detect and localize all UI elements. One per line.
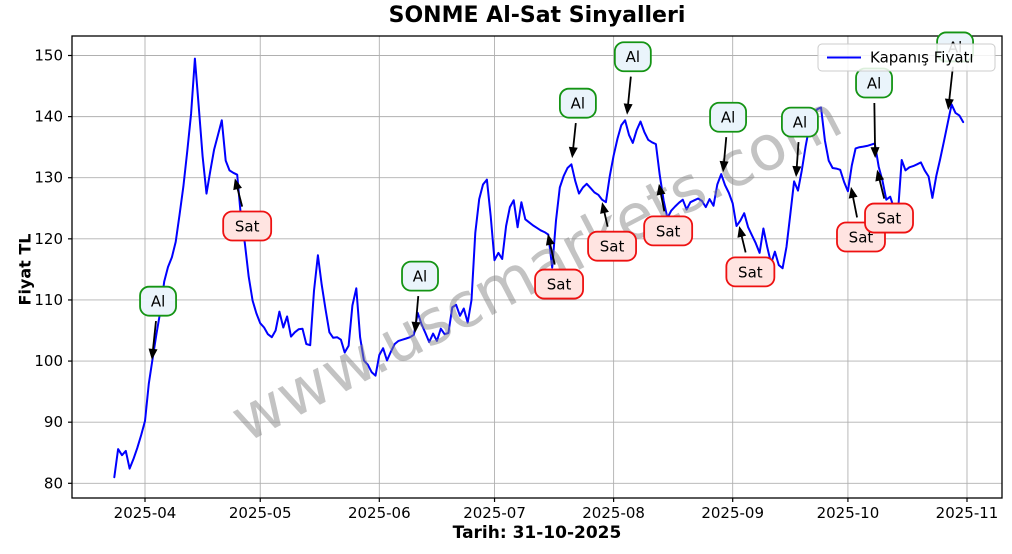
signal-arrow bbox=[572, 122, 577, 151]
y-tick-label: 110 bbox=[34, 291, 63, 309]
signal-arrow bbox=[722, 137, 728, 165]
x-tick-label: 2025-04 bbox=[114, 504, 177, 522]
x-tick-label: 2025-08 bbox=[582, 504, 645, 522]
signal-arrowhead bbox=[411, 321, 421, 333]
buy-signal-box bbox=[709, 101, 747, 133]
signal-arrow bbox=[948, 66, 954, 103]
sell-signal-box bbox=[643, 215, 694, 247]
x-tick-label: 2025-07 bbox=[463, 504, 526, 522]
x-axis-label: Tarih: 31-10-2025 bbox=[452, 523, 622, 543]
legend-box bbox=[817, 43, 996, 72]
buy-marker: Al bbox=[709, 101, 747, 173]
y-tick-label: 150 bbox=[34, 47, 63, 65]
sell-signal-label: Sat bbox=[547, 276, 572, 294]
signal-arrowhead bbox=[848, 186, 858, 199]
signal-arrowhead bbox=[545, 233, 555, 246]
x-tick-label: 2025-10 bbox=[817, 504, 880, 522]
buy-signal-label: Al bbox=[867, 75, 881, 93]
y-tick-label: 90 bbox=[44, 413, 63, 431]
y-tick-label: 100 bbox=[34, 352, 63, 370]
buy-signal-box bbox=[401, 260, 439, 292]
signal-arrow bbox=[548, 241, 556, 265]
buy-signal-box bbox=[558, 87, 597, 119]
signal-arrowhead bbox=[719, 160, 729, 173]
signal-arrow bbox=[626, 76, 632, 107]
y-tick-label: 130 bbox=[34, 169, 63, 187]
y-tick-label: 140 bbox=[34, 108, 63, 126]
signal-arrowhead bbox=[944, 98, 954, 110]
buy-signal-label: Al bbox=[721, 109, 735, 127]
signal-arrow bbox=[414, 295, 420, 326]
signal-arrow bbox=[851, 194, 858, 218]
signal-arrowhead bbox=[600, 202, 609, 214]
signal-arrow bbox=[740, 233, 747, 253]
x-tick-label: 2025-06 bbox=[348, 504, 411, 522]
chart-overlay: AlAlAlAlAlAlAlAlSatSatSatSatSatSatSatKap… bbox=[139, 31, 996, 360]
signal-arrow bbox=[878, 177, 886, 199]
signal-arrowhead bbox=[875, 169, 885, 182]
buy-marker: Al bbox=[401, 260, 439, 333]
buy-signal-label: Al bbox=[413, 268, 427, 286]
sell-signal-label: Sat bbox=[600, 238, 625, 256]
sell-signal-box bbox=[725, 256, 776, 288]
x-tick-label: 2025-05 bbox=[229, 504, 292, 522]
signal-arrowhead bbox=[568, 146, 578, 159]
sell-marker: Sat bbox=[725, 226, 776, 288]
signal-arrow bbox=[659, 191, 666, 212]
chart-title: SONME Al-Sat Sinyalleri bbox=[388, 3, 686, 28]
buy-signal-box bbox=[781, 106, 819, 138]
buy-signal-label: Al bbox=[626, 48, 640, 66]
buy-signal-box bbox=[613, 41, 652, 73]
signal-arrow bbox=[151, 320, 157, 352]
sell-marker: Sat bbox=[587, 202, 637, 262]
signal-arrowhead bbox=[792, 165, 802, 178]
plot-border bbox=[71, 35, 1003, 499]
sell-marker: Sat bbox=[643, 183, 694, 247]
buy-marker: Al bbox=[139, 285, 177, 360]
signal-arrowhead bbox=[233, 178, 242, 191]
signal-arrowhead bbox=[148, 348, 158, 360]
sell-signal-box bbox=[864, 202, 914, 234]
legend: Kapanış Fiyatı bbox=[817, 43, 996, 72]
price-line bbox=[113, 57, 965, 479]
legend-label: Kapanış Fiyatı bbox=[870, 49, 974, 67]
sell-marker: Sat bbox=[864, 169, 914, 234]
signal-arrowhead bbox=[656, 183, 666, 196]
x-tick-label: 2025-11 bbox=[936, 504, 999, 522]
sell-signal-box bbox=[587, 230, 637, 262]
buy-marker: Al bbox=[781, 106, 819, 178]
sell-signal-label: Sat bbox=[738, 263, 763, 281]
sell-marker: Sat bbox=[222, 178, 273, 242]
buy-signal-label: Al bbox=[151, 293, 165, 311]
buy-signal-label: Al bbox=[793, 114, 807, 132]
sell-signal-box bbox=[534, 268, 584, 300]
sell-signal-label: Sat bbox=[656, 222, 681, 240]
sell-signal-label: Sat bbox=[849, 229, 874, 247]
buy-marker: Al bbox=[613, 41, 652, 115]
buy-signal-label: Al bbox=[571, 95, 585, 113]
sell-signal-label: Sat bbox=[877, 210, 902, 228]
signal-arrow bbox=[236, 185, 244, 207]
buy-signal-box bbox=[139, 285, 177, 317]
signal-arrowhead bbox=[870, 147, 880, 159]
sell-signal-box bbox=[222, 210, 273, 242]
y-tick-label: 80 bbox=[44, 474, 63, 492]
buy-marker: Al bbox=[855, 67, 893, 159]
signal-arrow bbox=[795, 142, 800, 170]
sell-signal-label: Sat bbox=[235, 218, 260, 236]
buy-marker: Al bbox=[558, 87, 597, 159]
signal-arrowhead bbox=[737, 226, 747, 238]
sell-marker: Sat bbox=[534, 233, 584, 300]
y-tick-label: 120 bbox=[34, 230, 63, 248]
signal-arrowhead bbox=[623, 103, 633, 115]
x-tick-label: 2025-09 bbox=[701, 504, 764, 522]
signal-arrow bbox=[873, 102, 876, 151]
